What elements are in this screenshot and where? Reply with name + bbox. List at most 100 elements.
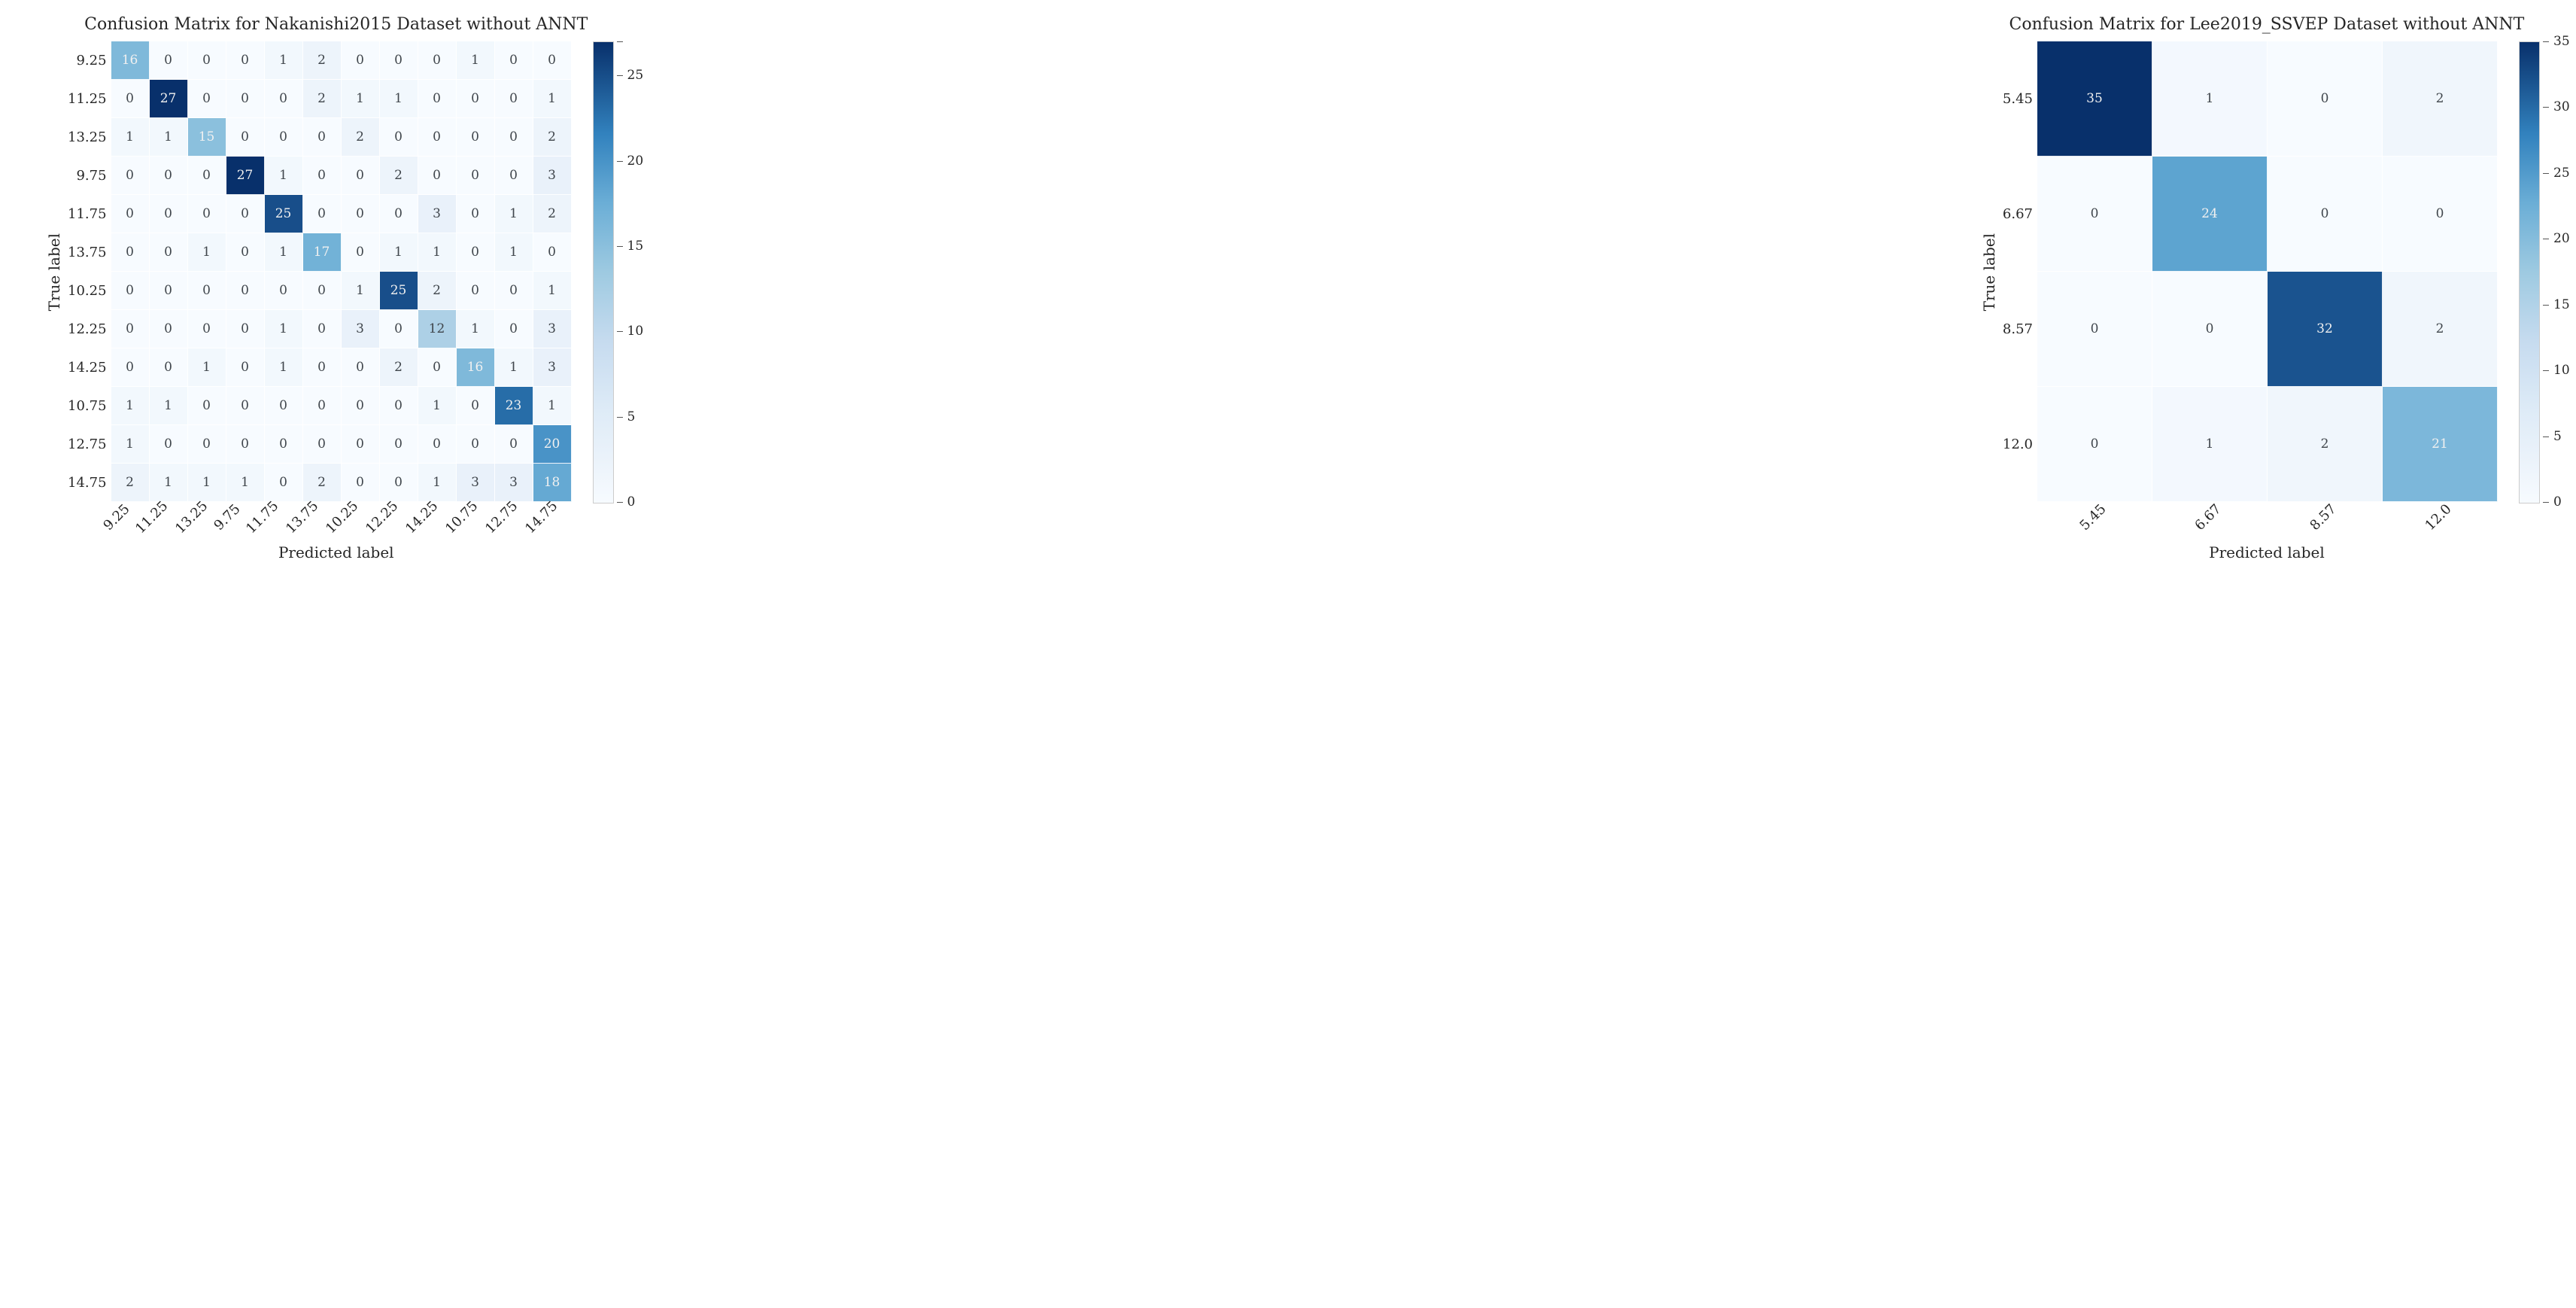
ytick-label: 10.25 (68, 283, 107, 299)
ytick-label: 11.75 (68, 206, 107, 222)
colorbar-tick-label: 20 (2553, 231, 2570, 246)
heatmap-cell: 0 (226, 310, 265, 348)
heatmap-cell: 2 (533, 195, 572, 233)
heatmap-cell: 0 (342, 387, 380, 425)
heatmap-cell: 1 (495, 233, 533, 272)
colorbar-tick-label: 15 (2553, 297, 2570, 312)
heatmap-cell: 0 (495, 80, 533, 118)
heatmap-cell: 2 (380, 348, 418, 387)
heatmap-cell: 0 (495, 41, 533, 80)
heatmap-cell: 0 (188, 41, 226, 80)
heatmap-cell: 0 (457, 157, 495, 195)
ylabel-right: True label (1980, 233, 1998, 311)
colorbar-tickmark (2543, 41, 2549, 42)
ytick-label: 8.57 (2003, 321, 2033, 337)
heatmap-cell: 2 (303, 464, 342, 502)
heatmap-cell: 0 (380, 41, 418, 80)
colorbar-wrap-left: 2520151050 (593, 41, 627, 503)
heatmap-cell: 0 (2152, 272, 2268, 387)
heatmap-cell: 0 (303, 157, 342, 195)
heatmap-cell: 0 (533, 233, 572, 272)
panel-left: Confusion Matrix for Nakanishi2015 Datas… (45, 15, 627, 561)
xtick-label: 10.75 (442, 498, 481, 537)
heatmap-cell: 0 (342, 348, 380, 387)
heatmap-cell: 0 (342, 425, 380, 464)
heatmap-cell: 0 (150, 195, 188, 233)
heatmap-cell: 0 (150, 157, 188, 195)
heatmap-cell: 0 (342, 195, 380, 233)
colorbar-tick-label: 5 (627, 409, 636, 424)
heatmap-cell: 0 (111, 348, 150, 387)
heatmap-cell: 0 (380, 464, 418, 502)
colorbar-tick-label: 10 (627, 324, 644, 339)
colorbar-tickmark (617, 161, 623, 162)
heatmap-cell: 0 (226, 233, 265, 272)
xtick-label: 12.25 (363, 498, 401, 537)
figure-container: Confusion Matrix for Nakanishi2015 Datas… (0, 0, 2576, 584)
heatmap-cell: 0 (226, 80, 265, 118)
heatmap-cell: 25 (265, 195, 303, 233)
heatmap-cell: 1 (265, 310, 303, 348)
heatmap-cell: 0 (150, 348, 188, 387)
heatmap-cell: 0 (226, 118, 265, 157)
heatmap-cell: 1 (111, 118, 150, 157)
heatmap-cell: 0 (495, 118, 533, 157)
heatmap-cell: 0 (2037, 157, 2152, 272)
xtick-row-right: 5.456.678.5712.0 (1980, 503, 2553, 525)
heatmap-cell: 0 (457, 118, 495, 157)
heatmap-cell: 0 (111, 157, 150, 195)
heatmap-cell: 0 (150, 233, 188, 272)
colorbar-tick-label: 30 (2553, 99, 2570, 114)
xtick-pad-left (45, 503, 101, 525)
heatmap-cell: 1 (188, 348, 226, 387)
heatmap-cell: 1 (533, 80, 572, 118)
heatmap-cell: 2 (533, 118, 572, 157)
heatmap-cell: 0 (418, 348, 457, 387)
heatmap-cell: 0 (111, 195, 150, 233)
heatmap-cell: 0 (226, 195, 265, 233)
heatmap-cell: 1 (380, 233, 418, 272)
heatmap-cell: 0 (495, 310, 533, 348)
heatmap-cell: 0 (342, 41, 380, 80)
colorbar-tick-label: 15 (627, 239, 644, 254)
heatmap-cell: 3 (418, 195, 457, 233)
xtick-label: 9.25 (100, 501, 132, 534)
heatmap-cell: 21 (2383, 387, 2498, 502)
heatmap-cell: 0 (188, 195, 226, 233)
colorbar-tick-label: 0 (627, 494, 636, 510)
heatmap-cell: 16 (457, 348, 495, 387)
heatmap-cell: 3 (457, 464, 495, 502)
xtick-label: 14.75 (522, 498, 560, 537)
heatmap-cell: 2 (2383, 41, 2498, 157)
heatmap-cell: 1 (342, 80, 380, 118)
heatmap-cell: 0 (495, 425, 533, 464)
colorbar-tickmark (2543, 107, 2549, 108)
heatmap-cell: 0 (303, 195, 342, 233)
ytick-label: 12.75 (68, 437, 107, 452)
heatmap-cell: 0 (2037, 272, 2152, 387)
heatmap-cell: 32 (2268, 272, 2383, 387)
heatmap-cell: 1 (265, 41, 303, 80)
yticks-right: 5.456.678.5712.0 (2003, 41, 2033, 502)
heatmap-cell: 1 (418, 387, 457, 425)
heatmap-cell: 0 (457, 387, 495, 425)
heatmap-cell: 0 (265, 80, 303, 118)
ytick-label: 9.25 (76, 53, 106, 68)
xtick-label: 6.67 (2192, 501, 2225, 534)
heatmap-cell: 3 (342, 310, 380, 348)
heatmap-cell: 0 (457, 195, 495, 233)
heatmap-cell: 1 (533, 387, 572, 425)
heatmap-cell: 1 (265, 157, 303, 195)
ytick-label: 14.25 (68, 360, 107, 376)
colorbar-tickmark (617, 246, 623, 247)
heatmap-cell: 27 (150, 80, 188, 118)
heatmap-cell: 0 (380, 195, 418, 233)
heatmap-cell: 1 (380, 80, 418, 118)
heatmap-cell: 0 (342, 233, 380, 272)
heatmap-cell: 0 (380, 425, 418, 464)
heatmap-cell: 0 (342, 464, 380, 502)
heatmap-cell: 0 (111, 80, 150, 118)
heatmap-cell: 1 (265, 233, 303, 272)
plot-row-left: True label 9.2511.2513.259.7511.7513.751… (45, 41, 627, 503)
heatmap-cell: 1 (111, 425, 150, 464)
